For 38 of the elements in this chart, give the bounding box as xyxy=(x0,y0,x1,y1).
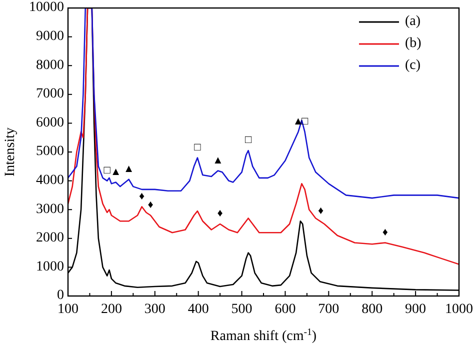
annotation: ♦ xyxy=(382,226,388,238)
annotation: ♦ xyxy=(139,190,146,202)
annotation: □ xyxy=(104,164,111,176)
y-axis-title: Intensity xyxy=(3,128,18,176)
x-tick-label: 400 xyxy=(188,302,209,317)
y-tick-label: 8000 xyxy=(36,58,64,73)
y-tick-label: 6000 xyxy=(36,115,64,130)
x-tick-label: 200 xyxy=(100,302,122,317)
y-tick-label: 10000 xyxy=(29,0,64,16)
y-tick-label: 4000 xyxy=(36,173,64,188)
x-tick-label: 500 xyxy=(231,302,252,317)
x-tick-label: 1000 xyxy=(445,302,473,317)
annotation: ▲ xyxy=(212,154,224,166)
annotation: ♦ xyxy=(318,205,324,218)
annotation: □ xyxy=(244,134,252,146)
x-tick-label: 600 xyxy=(274,302,296,317)
annotation: ♦ xyxy=(148,198,154,211)
x-tick-label: 300 xyxy=(144,302,166,317)
y-tick-label: 7000 xyxy=(36,86,64,102)
annotation: ▲ xyxy=(123,162,134,175)
legend-label: (a) xyxy=(405,14,421,30)
legend-label: (b) xyxy=(405,36,422,52)
annotation: □ xyxy=(194,141,202,154)
annotation: ♦ xyxy=(217,208,224,220)
legend-label: (c) xyxy=(405,58,421,74)
y-tick-label: 1000 xyxy=(36,259,64,274)
x-tick-label: 900 xyxy=(405,302,426,317)
x-axis-title: Raman shift (cm$^{-1}$) xyxy=(210,326,317,344)
x-tick-label: 100 xyxy=(58,302,78,317)
y-tick-label: 9000 xyxy=(36,29,64,44)
y-tick-label: 0 xyxy=(57,288,64,304)
y-tick-label: 5000 xyxy=(36,144,64,160)
y-tick-label: 3000 xyxy=(36,202,64,217)
x-tick-label: 700 xyxy=(318,302,340,317)
line-series xyxy=(68,8,459,199)
y-tick-label: 2000 xyxy=(36,230,64,246)
x-tick-label: 800 xyxy=(362,302,383,317)
annotation: ▲ xyxy=(110,166,122,178)
